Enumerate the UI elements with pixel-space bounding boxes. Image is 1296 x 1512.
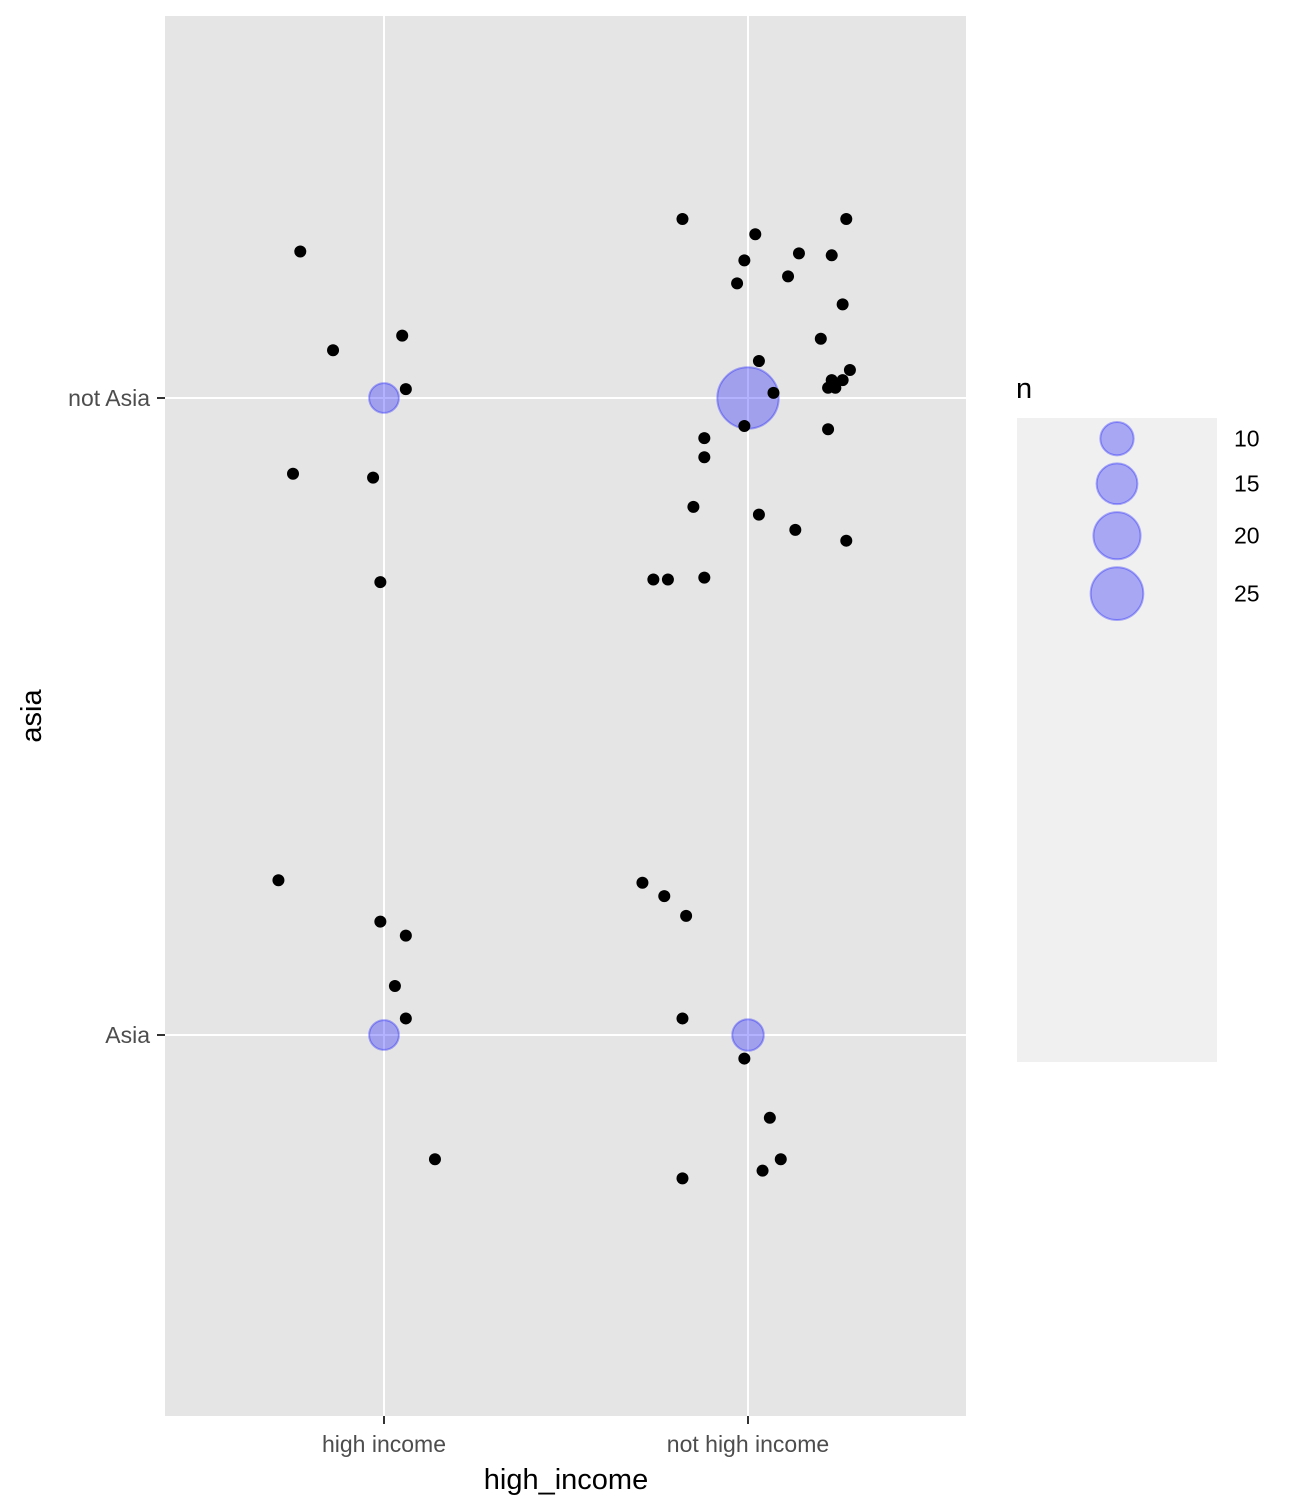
legend-key-circle — [1092, 511, 1142, 561]
data-point — [661, 573, 674, 586]
data-point — [814, 332, 827, 345]
count-bubble — [731, 1018, 765, 1052]
data-point — [428, 1153, 441, 1166]
legend-entries: 10 15 20 25 — [1089, 421, 1260, 621]
data-point — [822, 423, 835, 436]
legend-key-circle — [1099, 421, 1135, 457]
data-point — [287, 467, 299, 480]
data-point — [792, 247, 805, 260]
legend-label: 10 — [1234, 426, 1260, 452]
data-point — [294, 245, 307, 258]
data-point — [698, 451, 711, 464]
data-point — [756, 1164, 769, 1177]
data-point — [763, 1111, 776, 1124]
legend-label: 20 — [1234, 523, 1260, 549]
count-bubbles — [368, 366, 780, 1052]
legend: n 10 15 20 25 — [1016, 373, 1260, 1062]
data-point — [374, 915, 387, 928]
x-axis: high income not high income — [322, 1416, 829, 1457]
data-point — [836, 374, 849, 387]
legend-key-circle — [1089, 566, 1145, 621]
data-point — [399, 383, 412, 396]
legend-key-circle — [1095, 462, 1139, 506]
plot-panel — [165, 16, 966, 1416]
data-point — [636, 876, 649, 889]
data-point — [698, 432, 711, 445]
data-point — [676, 1012, 689, 1025]
data-point — [782, 270, 795, 283]
data-point — [388, 979, 401, 992]
gridlines — [165, 16, 966, 1416]
data-point — [738, 1052, 751, 1065]
data-point — [731, 277, 744, 290]
count-bubble — [368, 382, 400, 414]
data-point — [738, 254, 751, 267]
data-point — [738, 420, 751, 433]
y-axis-title: asia — [16, 689, 48, 743]
x-axis-title: high_income — [484, 1464, 648, 1496]
data-point — [680, 909, 693, 922]
data-point — [840, 534, 853, 547]
legend-label: 25 — [1234, 581, 1260, 607]
legend-label: 15 — [1234, 471, 1260, 497]
y-axis: Asia not Asia — [68, 385, 165, 1048]
data-point — [752, 508, 765, 521]
data-point — [752, 355, 765, 368]
data-point — [272, 874, 285, 887]
count-bubble — [368, 1019, 400, 1051]
data-point — [396, 329, 409, 342]
data-point — [789, 523, 802, 536]
count-bubble — [716, 366, 780, 430]
y-tick-label: not Asia — [68, 385, 150, 411]
data-point — [749, 228, 762, 241]
data-point — [374, 576, 387, 589]
data-point — [399, 929, 412, 942]
data-point — [327, 344, 340, 357]
data-point — [647, 573, 660, 586]
data-point — [698, 571, 711, 584]
data-point — [676, 1172, 689, 1185]
data-point — [843, 363, 856, 376]
x-tick-label: not high income — [667, 1431, 829, 1457]
data-point — [367, 471, 380, 484]
legend-title: n — [1016, 373, 1032, 405]
data-point — [825, 249, 838, 262]
y-tick-label: Asia — [105, 1022, 150, 1048]
legend-key-background — [1017, 418, 1217, 1062]
jitter-points — [272, 213, 856, 1185]
data-point — [829, 381, 842, 394]
data-point — [687, 500, 700, 513]
data-point — [774, 1153, 787, 1166]
data-point — [767, 386, 780, 399]
x-tick-label: high income — [322, 1431, 446, 1457]
data-point — [836, 298, 849, 311]
data-point — [840, 213, 853, 226]
data-point — [658, 890, 671, 903]
data-point — [676, 213, 689, 226]
data-point — [399, 1012, 412, 1025]
